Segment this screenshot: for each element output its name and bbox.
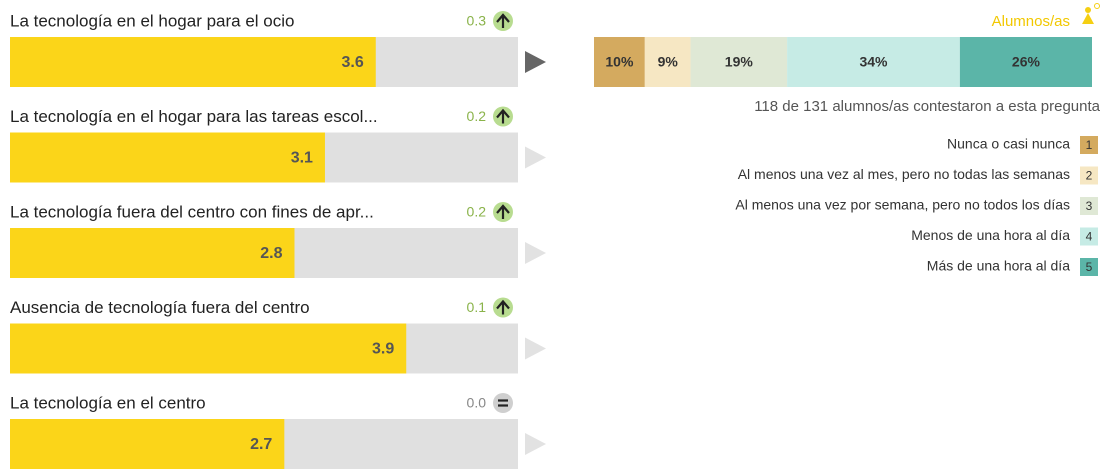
select-arrow [525, 146, 546, 169]
change-value: 0.1 [467, 299, 487, 315]
arrow-up [496, 204, 510, 219]
legend-swatch [1080, 227, 1098, 246]
bar-value: 3.9 [372, 341, 394, 358]
segment-label: 34% [859, 54, 888, 70]
bar-value: 2.8 [260, 245, 282, 262]
item-label: La tecnología en el centro [10, 393, 206, 412]
bar [10, 419, 285, 469]
bar [10, 228, 295, 278]
change-value: 0.2 [467, 108, 487, 124]
bar-value: 3.6 [342, 54, 364, 71]
select-arrow [525, 51, 546, 73]
legend-swatch [1080, 166, 1098, 185]
arrow-up [496, 299, 510, 315]
legend-swatch [1080, 197, 1098, 215]
select-arrow [525, 337, 546, 360]
segment-label: 19% [725, 54, 754, 70]
legend-key: 4 [1086, 230, 1093, 244]
item-row[interactable]: Ausencia de tecnología fuera del centro 3… [10, 297, 546, 374]
legend-swatch [1080, 136, 1098, 154]
legend-label: Más de una hora al día [927, 258, 1070, 274]
bar [10, 323, 407, 374]
item-row[interactable]: La tecnología en el hogar para las tarea… [10, 106, 546, 183]
group-title: Alumnos/as [992, 13, 1070, 30]
item-label: Ausencia de tecnología fuera del centro [10, 298, 310, 317]
legend-key: 2 [1086, 169, 1093, 183]
legend-swatch [1080, 258, 1098, 276]
bar-value: 3.1 [291, 150, 313, 167]
legend-label: Al menos una vez al mes, pero no todas l… [738, 166, 1070, 182]
item-row[interactable]: La tecnología fuera del centro con fines… [10, 202, 546, 278]
legend-label: Al menos una vez por semana, pero no tod… [735, 197, 1070, 213]
segment-label: 9% [658, 54, 679, 70]
stack-segment [959, 37, 1092, 87]
bar [10, 37, 376, 87]
change-value: 0.3 [467, 13, 487, 29]
bar [10, 132, 325, 183]
item-row[interactable]: La tecnología en el centro 2.7 0.0 [10, 393, 546, 469]
item-row[interactable]: La tecnología en el hogar para el ocio 3.… [10, 11, 546, 87]
arrow-up [496, 13, 510, 28]
response-note: 118 de 131 alumnos/as contestaron a esta… [754, 98, 1100, 115]
stack-segment [594, 37, 645, 87]
item-label: La tecnología fuera del centro con fines… [10, 202, 374, 221]
change-value: 0.2 [467, 204, 487, 220]
bar-value: 2.7 [250, 436, 272, 453]
legend-label: Nunca o casi nunca [947, 136, 1070, 152]
students-icon [1082, 3, 1100, 24]
stack-segment [787, 37, 960, 87]
select-arrow [525, 242, 546, 264]
stack-segment [644, 37, 691, 87]
select-arrow [525, 433, 546, 455]
legend-key: 5 [1086, 260, 1093, 274]
legend-key: 1 [1086, 138, 1093, 152]
item-label: La tecnología en el hogar para el ocio [10, 11, 294, 30]
arrow-up [496, 108, 510, 124]
item-label: La tecnología en el hogar para las tarea… [10, 107, 378, 126]
change-icon [493, 393, 513, 413]
segment-label: 10% [605, 54, 634, 70]
segment-label: 26% [1012, 54, 1041, 70]
stack-segment [690, 37, 788, 87]
legend-key: 3 [1086, 199, 1093, 213]
legend-label: Menos de una hora al día [911, 227, 1070, 243]
change-value: 0.0 [467, 395, 487, 411]
